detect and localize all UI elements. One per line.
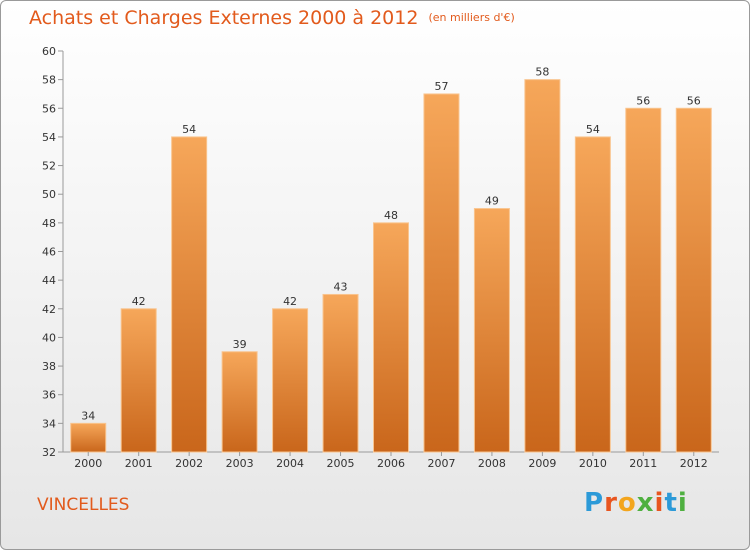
chart-title-block: Achats et Charges Externes 2000 à 2012 (e… bbox=[29, 7, 515, 29]
commune-name: VINCELLES bbox=[37, 495, 130, 515]
bar-2010 bbox=[574, 136, 611, 453]
y-tick-label: 54 bbox=[42, 131, 56, 144]
logo-letter: i bbox=[677, 488, 688, 518]
logo-letter: P bbox=[584, 488, 605, 518]
bar-2005 bbox=[322, 293, 359, 453]
logo-letter: t bbox=[664, 488, 678, 518]
x-tick-label: 2012 bbox=[680, 457, 708, 470]
y-axis-ticks: 32 34 36 38 40 42 44 46 48 50 52 54 56 58 60 bbox=[42, 45, 63, 459]
y-tick-label: 60 bbox=[42, 45, 56, 58]
y-tick-label: 52 bbox=[42, 160, 56, 173]
data-label-2007: 57 bbox=[434, 80, 448, 93]
y-tick-label: 56 bbox=[42, 102, 56, 115]
chart-title: Achats et Charges Externes 2000 à 2012 bbox=[29, 7, 419, 29]
bar-2001 bbox=[120, 308, 157, 453]
data-label-2010: 54 bbox=[586, 123, 600, 136]
data-label-2005: 43 bbox=[334, 280, 348, 293]
y-tick-label: 36 bbox=[42, 389, 56, 402]
y-tick-label: 50 bbox=[42, 188, 56, 201]
y-tick-label: 34 bbox=[42, 417, 56, 430]
bar-2008 bbox=[473, 208, 510, 453]
x-tick-label: 2008 bbox=[478, 457, 506, 470]
y-tick-label: 46 bbox=[42, 246, 56, 259]
x-tick-label: 2005 bbox=[327, 457, 355, 470]
bar-2000 bbox=[70, 422, 107, 453]
logo-letter: i bbox=[654, 488, 665, 518]
x-tick-label: 2010 bbox=[579, 457, 607, 470]
y-tick-label: 58 bbox=[42, 74, 56, 87]
data-label-2003: 39 bbox=[233, 338, 247, 351]
y-tick-label: 44 bbox=[42, 274, 56, 287]
logo-letter: r bbox=[604, 488, 618, 518]
bar-2003 bbox=[221, 351, 258, 453]
data-label-2012: 56 bbox=[687, 94, 701, 107]
data-label-2001: 42 bbox=[132, 295, 146, 308]
x-tick-label: 2011 bbox=[629, 457, 657, 470]
x-tick-label: 2000 bbox=[74, 457, 102, 470]
data-label-2006: 48 bbox=[384, 209, 398, 222]
y-tick-label: 40 bbox=[42, 331, 56, 344]
data-label-2009: 58 bbox=[535, 66, 549, 79]
logo-letter: x bbox=[636, 488, 655, 518]
chart-subtitle: (en milliers d'€) bbox=[428, 11, 515, 24]
y-tick-label: 38 bbox=[42, 360, 56, 373]
x-tick-label: 2001 bbox=[125, 457, 153, 470]
data-label-2011: 56 bbox=[636, 94, 650, 107]
y-tick-label: 48 bbox=[42, 217, 56, 230]
bar-2011 bbox=[625, 107, 662, 453]
y-tick-label: 32 bbox=[42, 446, 56, 459]
x-tick-label: 2002 bbox=[175, 457, 203, 470]
bar-2004 bbox=[272, 308, 309, 453]
bar-2007 bbox=[423, 93, 460, 453]
chart-bars: 34 42 54 39 42 43 48 57 49 58 54 56 56 bbox=[70, 66, 712, 453]
proxiti-logo[interactable]: Proxiti bbox=[584, 488, 688, 518]
data-label-2004: 42 bbox=[283, 295, 297, 308]
bar-2002 bbox=[171, 136, 208, 453]
bar-2006 bbox=[373, 222, 409, 453]
data-label-2002: 54 bbox=[182, 123, 196, 136]
bar-2009 bbox=[524, 79, 561, 453]
x-tick-label: 2009 bbox=[528, 457, 556, 470]
x-tick-label: 2004 bbox=[276, 457, 304, 470]
data-label-2008: 49 bbox=[485, 195, 499, 208]
x-tick-label: 2007 bbox=[427, 457, 455, 470]
x-tick-label: 2006 bbox=[377, 457, 405, 470]
bar-2012 bbox=[675, 107, 712, 453]
x-tick-label: 2003 bbox=[226, 457, 254, 470]
data-label-2000: 34 bbox=[81, 409, 95, 422]
y-tick-label: 42 bbox=[42, 303, 56, 316]
x-axis-ticks: 2000 2001 2002 2003 2004 2005 2006 2007 2008 2009… bbox=[74, 452, 708, 470]
logo-letter: o bbox=[617, 488, 637, 518]
